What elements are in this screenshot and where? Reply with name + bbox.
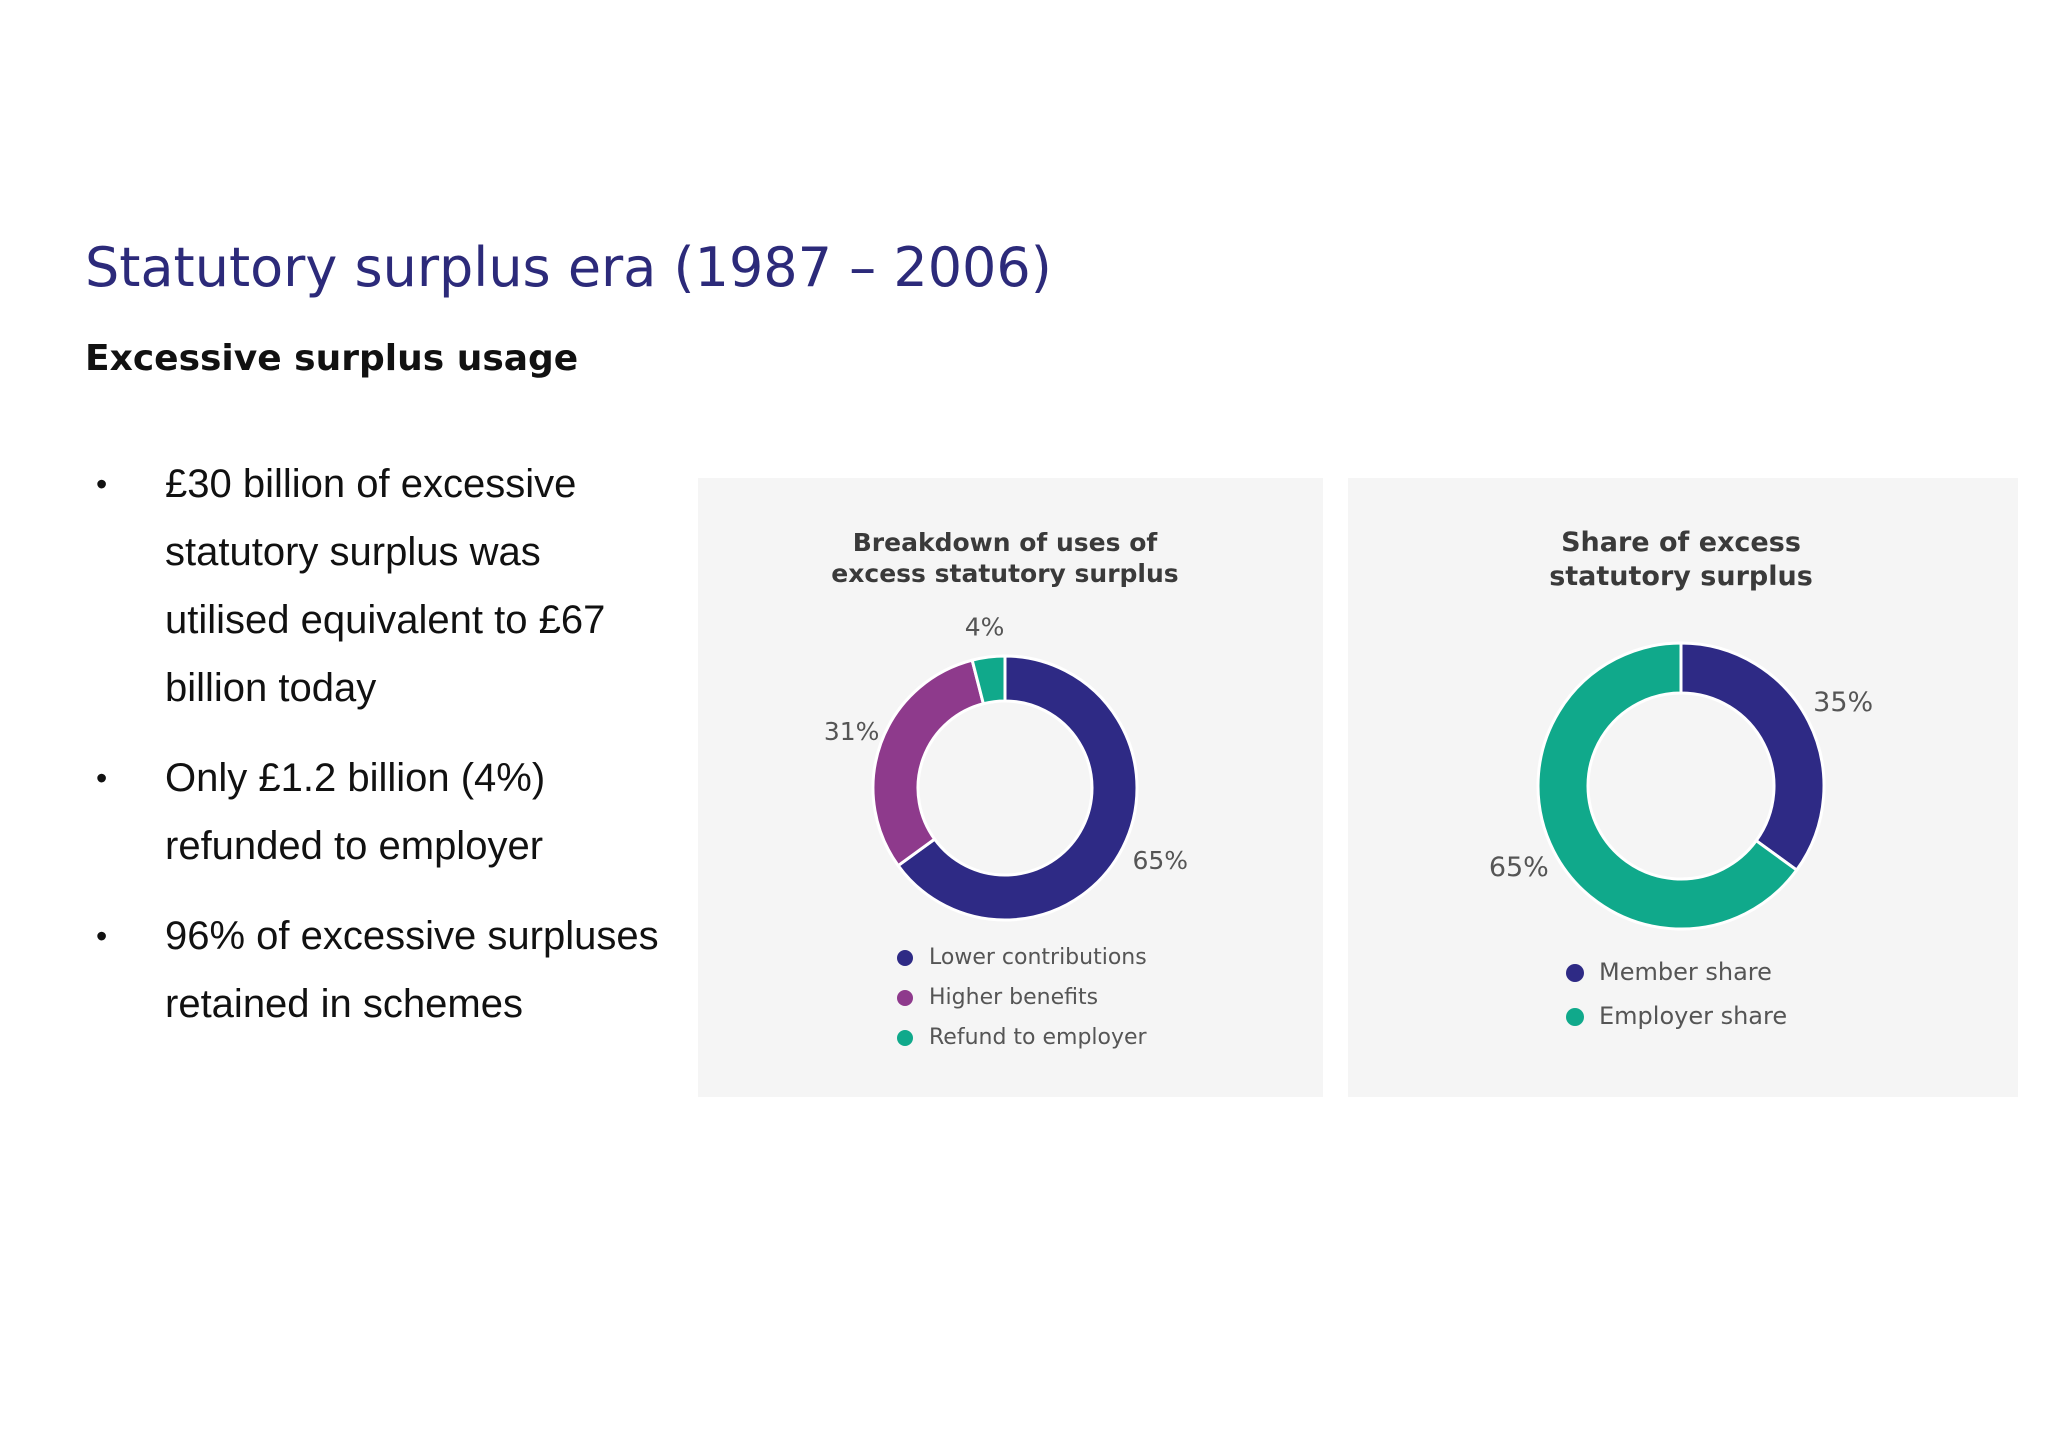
chart-title-line: Share of excess <box>1561 527 1801 558</box>
donut-label-employer-share: 65% <box>1489 852 1549 883</box>
donut-slice-employer-share <box>1536 641 1799 931</box>
chart-legend: Member share Employer share <box>1566 958 1787 1030</box>
bullet-item: • £30 billion of excessive statutory sur… <box>96 450 676 722</box>
chart-legend: Lower contributions Higher benefits Refund… <box>897 945 1148 1050</box>
bullet-text: Only £1.2 billion (4%) refunded to emplo… <box>165 756 546 868</box>
bullet-item: • Only £1.2 billion (4%) refunded to emp… <box>96 744 676 880</box>
donut-label-lower-contributions: 65% <box>1132 846 1188 875</box>
legend-label-employer-share: Employer share <box>1599 1002 1787 1030</box>
chart-share-svg: Share of excess statutory surplus 35% 65%… <box>1489 527 1873 1030</box>
donut-slices <box>871 654 1139 922</box>
legend-swatch-lower-contributions <box>897 950 913 966</box>
bullet-text: £30 billion of excessive statutory surpl… <box>165 462 606 710</box>
legend-swatch-higher-benefits <box>897 990 913 1006</box>
donut-labels: 35% 65% <box>1489 687 1873 883</box>
donut-labels: 65% 31% 4% <box>824 612 1188 875</box>
bullet-marker: • <box>96 466 108 502</box>
bullet-marker: • <box>96 918 108 954</box>
bullet-list: • £30 billion of excessive statutory sur… <box>96 450 676 1060</box>
chart-title-line: statutory surplus <box>1549 561 1813 592</box>
legend-label-member-share: Member share <box>1599 958 1772 986</box>
donut-label-refund-to-employer: 4% <box>965 612 1005 641</box>
chart-title-line: Breakdown of uses of <box>853 528 1159 557</box>
page-title: Statutory surplus era (1987 – 2006) <box>85 236 1052 299</box>
donut-slices <box>1536 641 1826 931</box>
donut-slice-lower-contributions <box>896 654 1139 922</box>
legend-label-refund-to-employer: Refund to employer <box>929 1025 1148 1050</box>
chart-panel-uses: Breakdown of uses of excess statutory su… <box>698 478 1323 1097</box>
legend-swatch-member-share <box>1566 964 1584 982</box>
legend-label-lower-contributions: Lower contributions <box>929 945 1147 970</box>
bullet-item: • 96% of excessive surpluses retained in… <box>96 902 676 1038</box>
donut-label-member-share: 35% <box>1813 687 1873 718</box>
page-subtitle: Excessive surplus usage <box>85 338 579 379</box>
legend-swatch-refund-to-employer <box>897 1030 913 1046</box>
chart-title-line: excess statutory surplus <box>831 559 1178 588</box>
donut-slice-refund-to-employer <box>970 654 1007 706</box>
bullet-text: 96% of excessive surpluses retained in s… <box>165 914 659 1026</box>
legend-label-higher-benefits: Higher benefits <box>929 985 1098 1010</box>
chart-uses-svg: Breakdown of uses of excess statutory su… <box>824 528 1188 1050</box>
donut-label-higher-benefits: 31% <box>824 717 880 746</box>
donut-slice-member-share <box>1679 641 1826 873</box>
donut-slice-higher-benefits <box>871 658 986 868</box>
legend-swatch-employer-share <box>1566 1008 1584 1026</box>
chart-panel-share: Share of excess statutory surplus 35% 65%… <box>1348 478 2018 1097</box>
bullet-marker: • <box>96 760 108 796</box>
